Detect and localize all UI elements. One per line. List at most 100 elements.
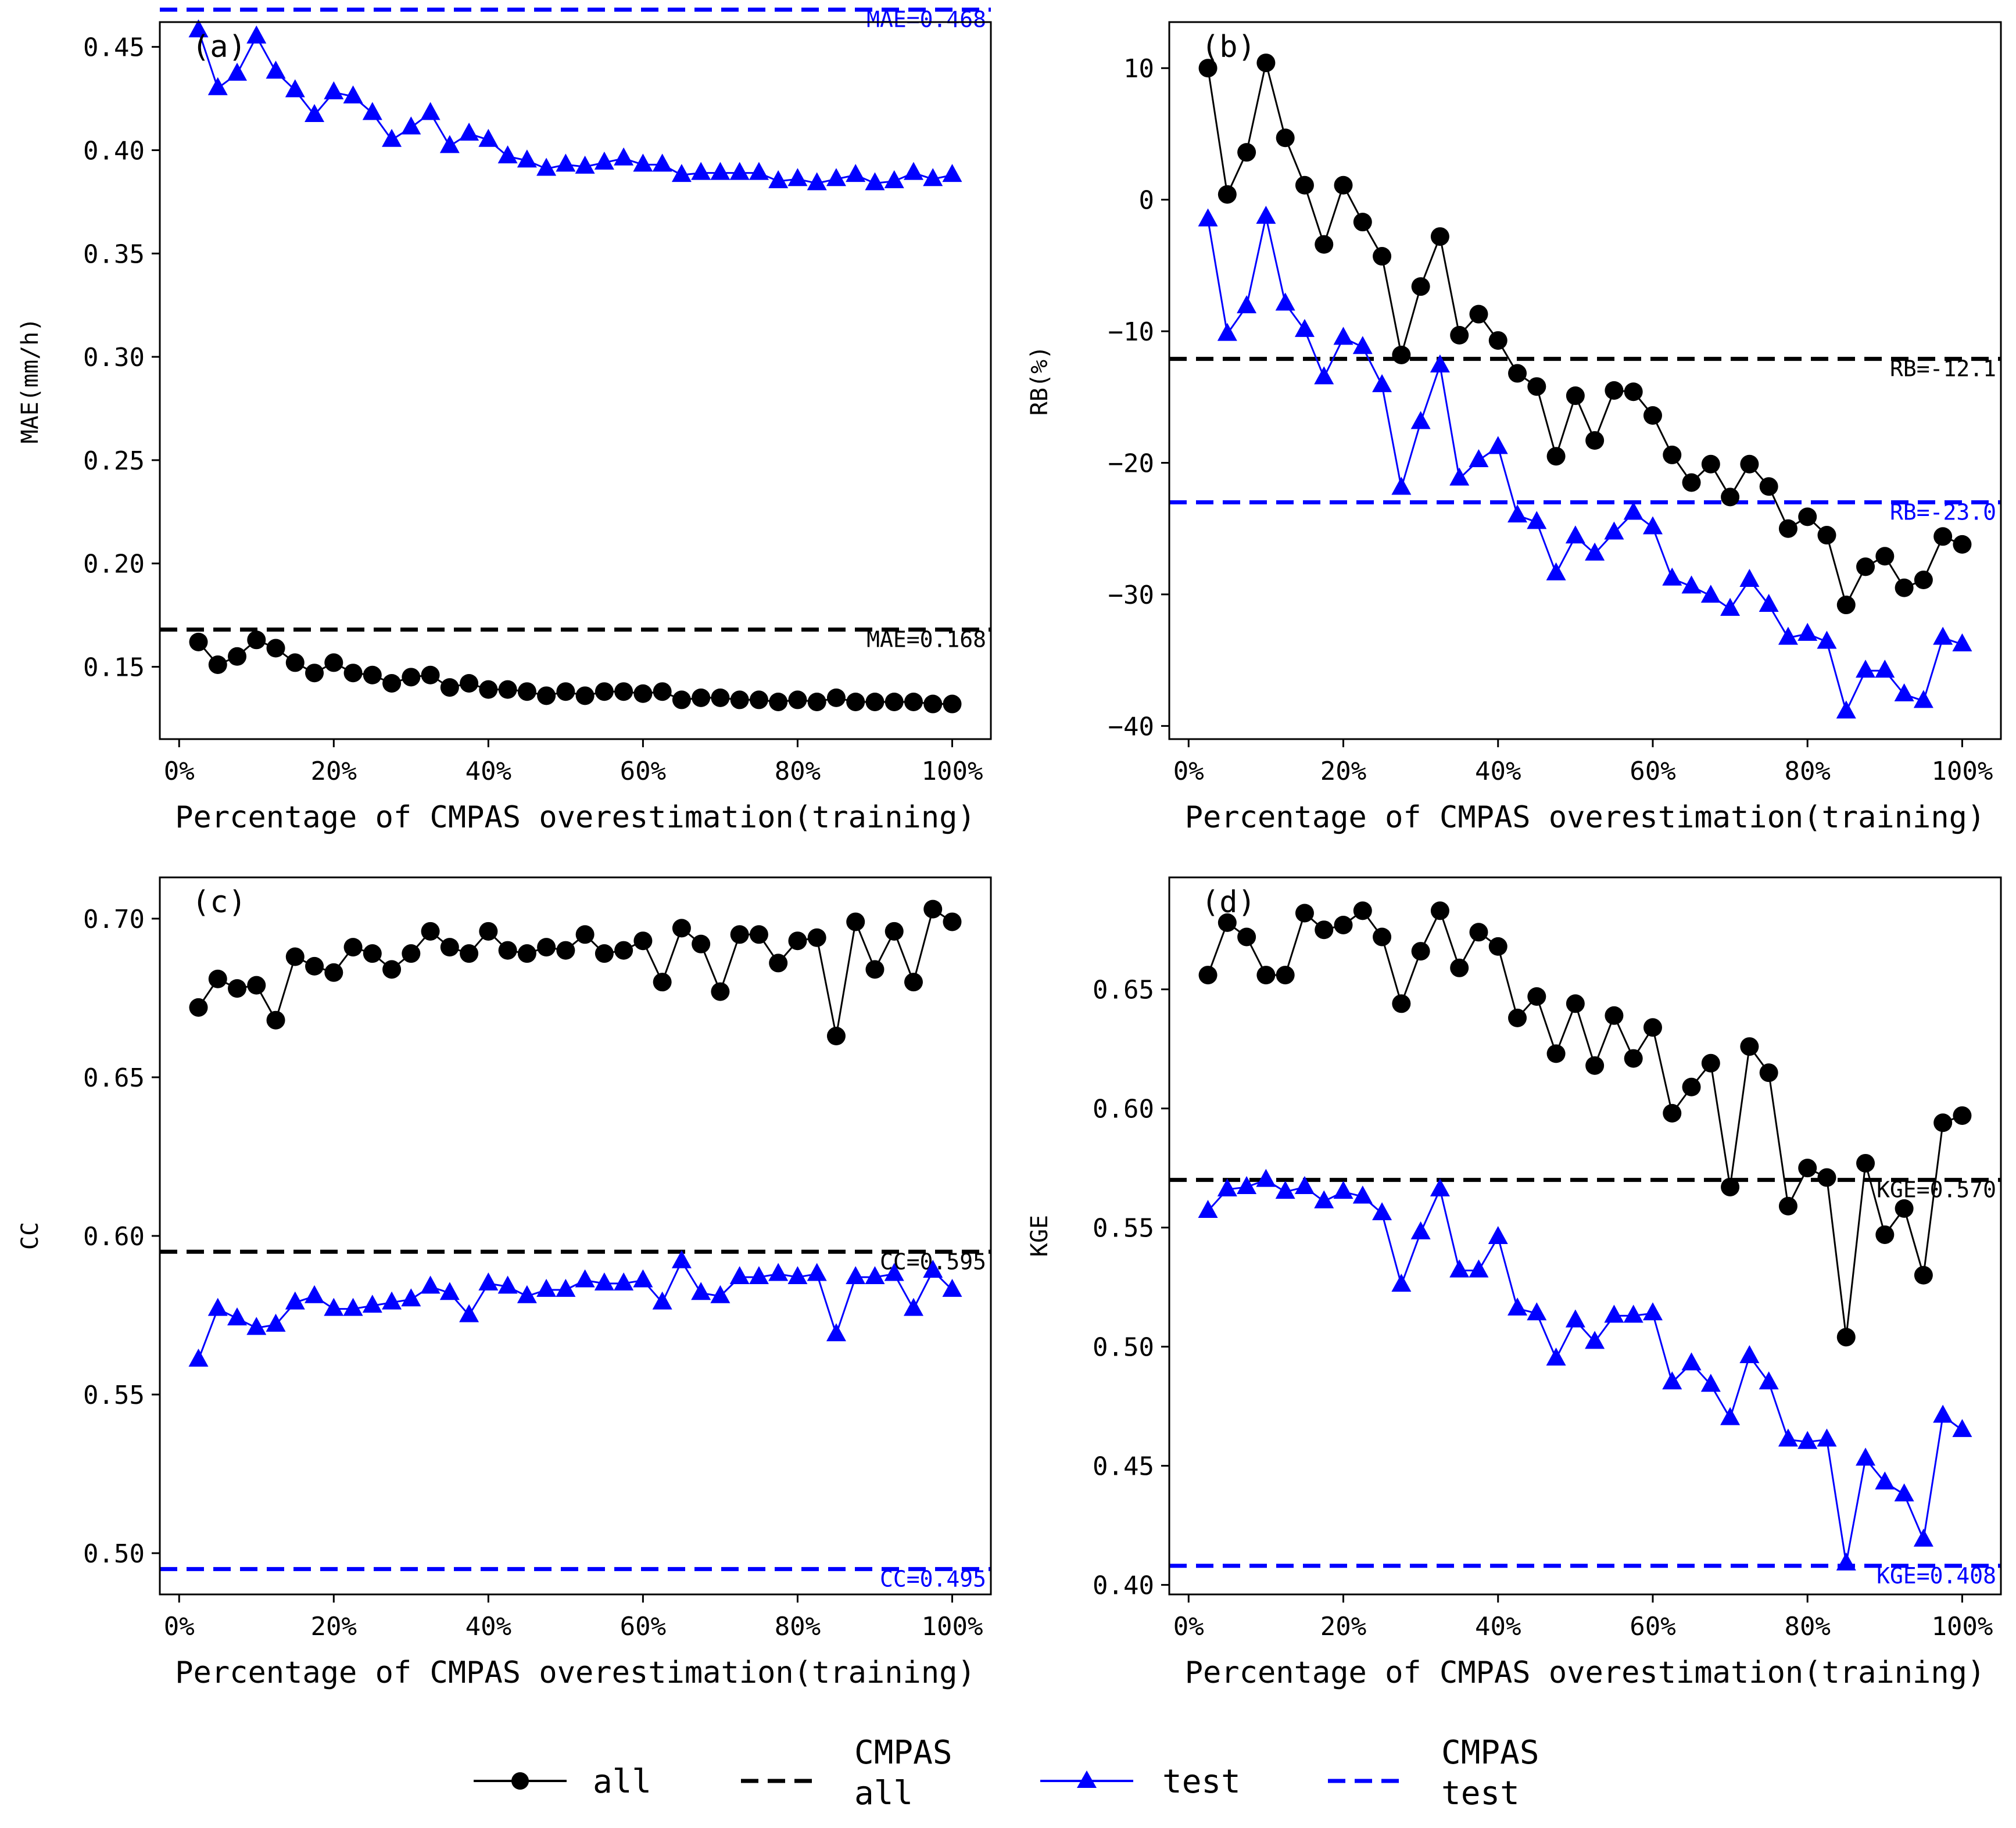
- point-test: [1681, 1352, 1702, 1371]
- point-test: [1856, 1447, 1876, 1466]
- x-tick-label: 60%: [1630, 1612, 1675, 1641]
- x-tick-label: 0%: [164, 1612, 195, 1641]
- point-test: [1565, 525, 1585, 544]
- point-test: [343, 85, 363, 104]
- y-tick-label: 0.70: [83, 905, 145, 934]
- reference-label-cmpas-all: KGE=0.570: [1877, 1177, 1996, 1203]
- point-test: [1507, 504, 1528, 523]
- panel-label: (b): [1201, 30, 1256, 64]
- point-test: [382, 128, 402, 147]
- point-test: [1333, 327, 1353, 345]
- point-all: [382, 673, 402, 693]
- legend-all-label: all: [593, 1763, 651, 1801]
- point-all: [885, 692, 904, 711]
- point-all: [1605, 1006, 1624, 1025]
- point-test: [420, 102, 441, 120]
- point-test: [1662, 1371, 1682, 1390]
- point-all: [1585, 1056, 1605, 1075]
- point-test: [768, 170, 789, 188]
- point-all: [1953, 535, 1972, 554]
- point-all: [537, 938, 556, 957]
- point-all: [807, 692, 826, 711]
- point-test: [266, 60, 286, 79]
- point-all: [749, 925, 768, 944]
- y-tick-label: 0.60: [1093, 1095, 1154, 1124]
- x-tick-label: 0%: [164, 757, 195, 786]
- point-all: [1411, 277, 1430, 296]
- point-all: [923, 899, 943, 919]
- point-test: [807, 1263, 827, 1281]
- point-test: [401, 116, 421, 135]
- point-all: [1295, 175, 1314, 195]
- point-test: [1681, 575, 1702, 594]
- point-all: [1759, 1063, 1778, 1083]
- point-all: [228, 647, 247, 666]
- point-all: [1663, 445, 1682, 464]
- point-test: [285, 1291, 305, 1310]
- point-all: [1643, 1018, 1662, 1037]
- point-test: [324, 81, 344, 99]
- point-all: [1373, 247, 1392, 266]
- x-tick-label: 20%: [1320, 1612, 1366, 1641]
- point-all: [517, 944, 536, 963]
- point-all: [1566, 386, 1585, 406]
- point-test: [1662, 567, 1682, 586]
- point-test: [285, 79, 305, 98]
- point-test: [1256, 206, 1276, 224]
- legend-cmpas-all-label-line2: all: [854, 1775, 913, 1812]
- point-test: [923, 168, 943, 187]
- point-all: [1546, 447, 1566, 466]
- point-test: [1198, 1199, 1218, 1218]
- point-all: [305, 664, 324, 683]
- point-all: [247, 630, 266, 650]
- point-test: [691, 1282, 711, 1300]
- reference-label-cmpas-test: KGE=0.408: [1877, 1563, 1996, 1589]
- point-test: [942, 164, 962, 182]
- point-all: [1450, 958, 1469, 977]
- legend-entry-test: test: [1040, 1763, 1241, 1801]
- point-all: [1895, 1199, 1914, 1218]
- y-tick-label: 0.40: [1093, 1571, 1154, 1601]
- point-all: [1276, 128, 1295, 148]
- point-test: [710, 1285, 731, 1303]
- point-test: [1604, 1304, 1624, 1323]
- point-all: [788, 690, 807, 709]
- point-all: [1875, 1225, 1895, 1244]
- point-all: [402, 668, 421, 687]
- point-test: [826, 1323, 846, 1342]
- point-all: [1488, 331, 1507, 350]
- point-all: [1256, 966, 1276, 985]
- point-all: [1411, 942, 1430, 961]
- point-all: [1643, 406, 1662, 425]
- point-test: [1739, 1345, 1760, 1364]
- point-test: [188, 1348, 209, 1367]
- point-test: [1642, 516, 1663, 535]
- point-test: [807, 172, 827, 191]
- point-all: [1198, 59, 1218, 78]
- point-all: [1334, 175, 1353, 195]
- panel-label: (c): [192, 885, 246, 920]
- point-all: [1430, 227, 1449, 246]
- point-all: [498, 941, 517, 960]
- point-all: [460, 673, 479, 693]
- point-test: [1759, 594, 1779, 612]
- point-test: [1546, 1347, 1566, 1366]
- x-tick-label: 100%: [922, 1612, 983, 1641]
- point-test: [1913, 690, 1933, 708]
- point-test: [382, 1291, 402, 1310]
- point-all: [343, 664, 363, 683]
- x-tick-label: 20%: [1320, 757, 1366, 786]
- point-test: [846, 164, 866, 182]
- point-test: [671, 164, 692, 182]
- y-tick-label: 0.55: [1093, 1214, 1154, 1243]
- point-test: [1217, 1178, 1237, 1197]
- point-all: [1914, 1266, 1933, 1285]
- point-test: [1430, 1178, 1450, 1197]
- point-test: [1875, 1471, 1895, 1490]
- point-all: [517, 682, 536, 701]
- point-all: [904, 973, 923, 992]
- point-all: [1798, 1159, 1817, 1178]
- point-test: [1372, 1202, 1392, 1221]
- point-all: [595, 682, 614, 701]
- point-all: [730, 690, 749, 709]
